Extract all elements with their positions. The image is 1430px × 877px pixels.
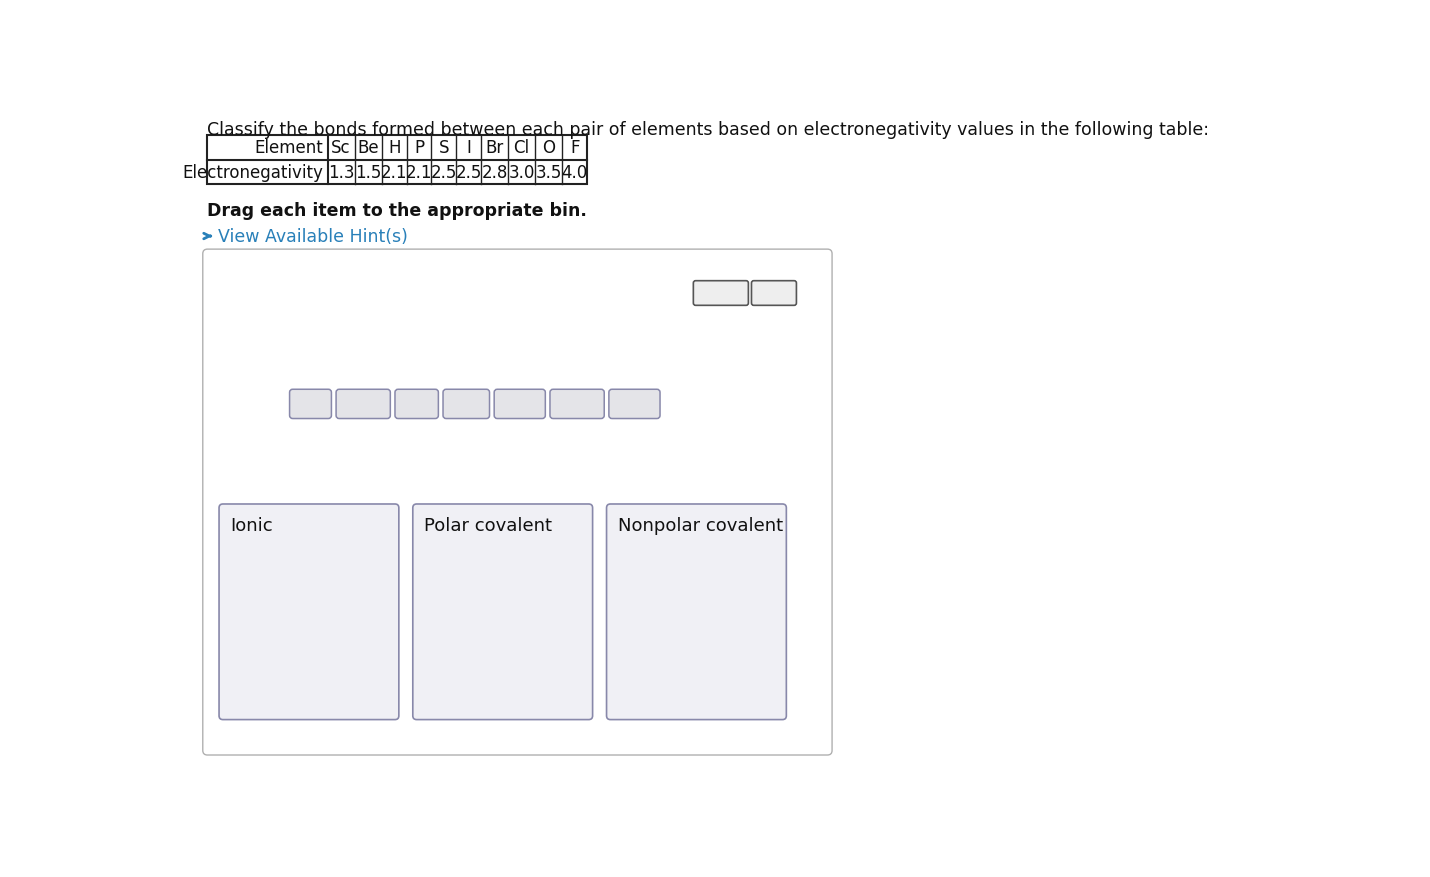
Text: 1.5: 1.5 [355, 164, 382, 182]
FancyBboxPatch shape [606, 504, 786, 720]
Text: Ionic: Ionic [230, 517, 273, 534]
Text: 2.1: 2.1 [380, 164, 408, 182]
Text: H-Br: H-Br [345, 396, 382, 413]
FancyBboxPatch shape [395, 389, 439, 419]
FancyBboxPatch shape [219, 504, 399, 720]
Text: Help: Help [755, 286, 794, 301]
FancyBboxPatch shape [443, 389, 489, 419]
Text: S: S [439, 139, 449, 157]
Text: 3.0: 3.0 [509, 164, 535, 182]
Text: P: P [413, 139, 425, 157]
Text: H: H [388, 139, 400, 157]
Text: Sc: Sc [332, 139, 350, 157]
Text: Be-F: Be-F [502, 396, 538, 413]
FancyBboxPatch shape [203, 250, 832, 755]
Text: Reset: Reset [699, 286, 742, 301]
Text: 2.1: 2.1 [406, 164, 432, 182]
Text: View Available Hint(s): View Available Hint(s) [219, 228, 408, 246]
Text: S-I: S-I [300, 396, 322, 413]
FancyBboxPatch shape [495, 389, 545, 419]
FancyBboxPatch shape [752, 282, 797, 306]
FancyBboxPatch shape [336, 389, 390, 419]
Text: Cl: Cl [513, 139, 529, 157]
FancyBboxPatch shape [413, 504, 592, 720]
Text: O: O [542, 139, 555, 157]
Text: Br: Br [485, 139, 503, 157]
Text: 3.5: 3.5 [536, 164, 562, 182]
Text: Be: Be [358, 139, 379, 157]
Bar [207, 136, 588, 185]
Text: 1.3: 1.3 [327, 164, 355, 182]
FancyBboxPatch shape [609, 389, 661, 419]
Text: Drag each item to the appropriate bin.: Drag each item to the appropriate bin. [207, 203, 588, 220]
Text: Polar covalent: Polar covalent [425, 517, 552, 534]
FancyBboxPatch shape [289, 389, 332, 419]
Text: S-O: S-O [452, 396, 482, 413]
Text: 4.0: 4.0 [562, 164, 588, 182]
Text: Sc-O: Sc-O [615, 396, 654, 413]
Text: 2.5: 2.5 [430, 164, 458, 182]
Text: H-P: H-P [402, 396, 430, 413]
Text: 2.8: 2.8 [482, 164, 508, 182]
Text: Electronegativity: Electronegativity [182, 164, 323, 182]
Text: Nonpolar covalent: Nonpolar covalent [618, 517, 784, 534]
Text: Classify the bonds formed between each pair of elements based on electronegativi: Classify the bonds formed between each p… [207, 121, 1210, 139]
Text: F: F [571, 139, 579, 157]
Text: Be-Cl: Be-Cl [555, 396, 599, 413]
Text: 2.5: 2.5 [455, 164, 482, 182]
FancyBboxPatch shape [551, 389, 605, 419]
FancyBboxPatch shape [694, 282, 748, 306]
Text: I: I [466, 139, 470, 157]
Text: Element: Element [255, 139, 323, 157]
